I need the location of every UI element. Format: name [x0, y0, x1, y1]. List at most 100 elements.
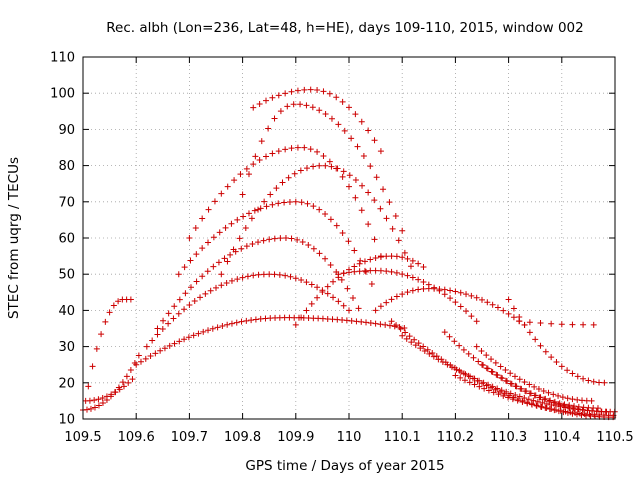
y-tick-label: 70: [58, 195, 75, 210]
data-point: [569, 370, 576, 377]
data-point: [152, 350, 159, 357]
data-point: [447, 295, 454, 302]
data-point: [250, 272, 257, 279]
data-point: [452, 288, 459, 295]
data-point: [377, 267, 384, 274]
data-point: [361, 258, 368, 265]
data-point: [154, 331, 161, 338]
data-point: [243, 243, 250, 250]
data-point: [354, 143, 361, 150]
data-point: [367, 319, 374, 326]
data-point: [399, 332, 406, 339]
data-point: [357, 257, 364, 264]
data-point: [524, 400, 531, 407]
data-point: [492, 359, 499, 366]
data-point: [234, 216, 241, 223]
data-point: [380, 186, 387, 193]
data-point: [489, 301, 496, 308]
data-point: [292, 198, 299, 205]
data-point: [216, 229, 223, 236]
data-point: [569, 404, 576, 411]
data-point: [238, 245, 245, 252]
data-point: [322, 255, 329, 262]
data-point: [245, 210, 252, 217]
data-point: [546, 398, 553, 405]
data-point: [436, 286, 443, 293]
data-point: [233, 319, 240, 326]
data-point: [346, 183, 352, 190]
data-point: [211, 198, 218, 205]
data-point: [596, 379, 603, 386]
data-point: [363, 319, 370, 326]
data-point: [360, 152, 367, 159]
data-point: [210, 263, 217, 270]
data-point: [326, 158, 333, 165]
data-point: [266, 271, 273, 278]
data-point: [219, 322, 226, 329]
data-point: [480, 379, 487, 386]
axis-ticks: 109.5 109.6 109.7 109.8 109.9 110 110.1 110.2 11…: [50, 51, 633, 446]
data-point: [479, 296, 485, 303]
data-point: [566, 402, 573, 409]
data-point: [176, 338, 183, 345]
data-point: [361, 267, 368, 274]
data-point: [250, 161, 257, 168]
data-point: [91, 397, 98, 404]
data-point: [237, 171, 244, 178]
data-point: [297, 167, 304, 174]
data-point: [106, 309, 113, 316]
data-point: [517, 385, 524, 392]
data-point: [529, 401, 536, 408]
data-point: [372, 307, 379, 314]
data-point: [356, 260, 363, 267]
data-point: [204, 268, 211, 275]
data-point: [205, 239, 212, 246]
data-point: [358, 318, 365, 325]
data-point: [288, 235, 295, 242]
data-point: [288, 145, 295, 152]
data-point: [154, 325, 161, 332]
data-point: [483, 352, 490, 359]
data-point: [112, 389, 119, 396]
data-point: [550, 399, 557, 406]
data-point: [285, 174, 292, 181]
data-point: [541, 396, 548, 403]
data-point: [205, 327, 212, 334]
data-point: [338, 276, 345, 283]
data-point: [248, 215, 255, 222]
grid-lines: [83, 57, 615, 419]
data-point: [299, 239, 306, 246]
data-point: [371, 197, 378, 204]
data-point: [521, 378, 528, 385]
data-point: [236, 235, 243, 242]
data-point: [516, 376, 523, 383]
x-tick-label: 109.5: [64, 430, 101, 445]
data-point: [251, 207, 258, 214]
data-point: [404, 255, 411, 262]
data-point: [446, 333, 453, 340]
data-point: [559, 394, 566, 401]
data-point: [224, 258, 231, 265]
data-point: [429, 350, 436, 357]
data-point: [435, 356, 442, 363]
data-point: [569, 396, 576, 403]
data-point: [567, 409, 574, 416]
data-point: [516, 393, 523, 400]
data-point: [510, 314, 517, 321]
data-point: [548, 354, 555, 361]
data-point: [187, 257, 194, 264]
data-point: [483, 365, 490, 372]
data-point: [231, 177, 238, 184]
data-point: [243, 317, 250, 324]
data-point: [391, 323, 398, 330]
data-point: [367, 267, 374, 274]
y-tick-label: 90: [58, 123, 75, 138]
data-point: [341, 127, 348, 134]
data-point: [85, 383, 92, 390]
data-point: [551, 398, 558, 405]
data-point: [277, 108, 284, 115]
data-point: [200, 328, 207, 335]
data-point: [245, 171, 252, 178]
x-tick-label: 109.8: [224, 430, 261, 445]
data-point: [260, 271, 267, 278]
